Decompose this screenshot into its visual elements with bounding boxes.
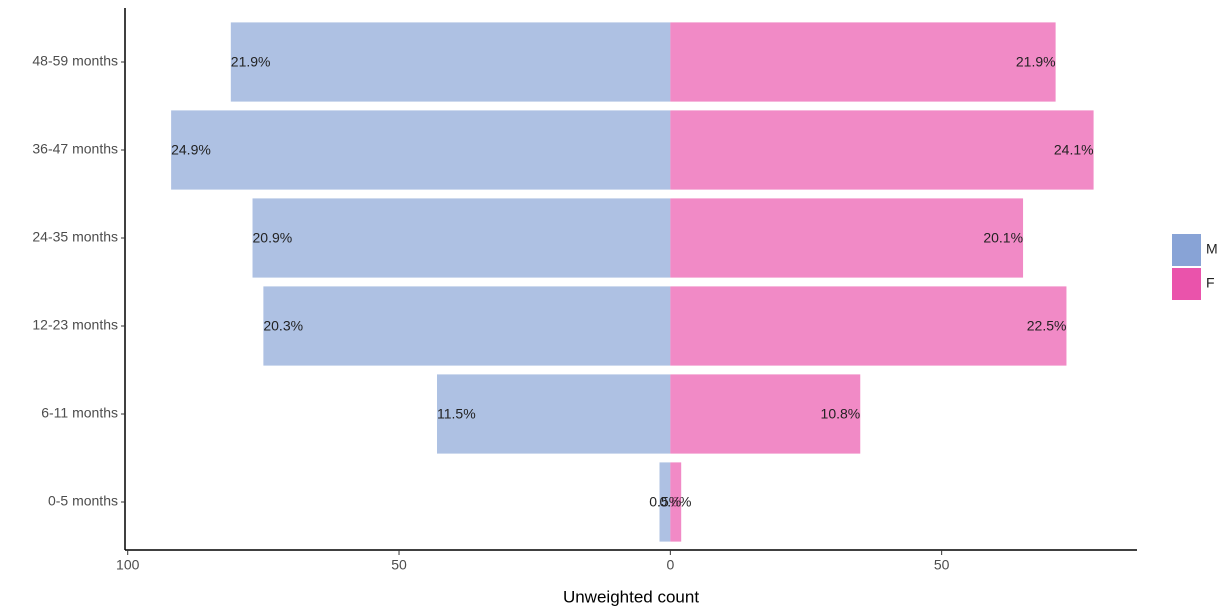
bar	[670, 462, 682, 542]
legend-swatch	[1172, 268, 1201, 300]
y-tick-label: 48-59 months	[32, 53, 118, 69]
bar	[659, 462, 671, 542]
legend-label: F	[1206, 275, 1215, 291]
x-tick-label: 50	[391, 557, 407, 573]
bar	[263, 286, 671, 366]
data-label: 24.9%	[171, 142, 211, 158]
x-tick-label: 0	[666, 557, 674, 573]
data-label: 0.5%	[649, 494, 681, 510]
bar	[670, 198, 1024, 278]
data-label: 20.1%	[983, 230, 1023, 246]
x-axis-title: Unweighted count	[563, 587, 699, 606]
x-tick-label: 100	[116, 557, 140, 573]
bar	[230, 22, 671, 102]
y-tick-label: 6-11 months	[41, 405, 118, 421]
data-label: 20.3%	[263, 318, 303, 334]
data-label: 11.5%	[437, 406, 476, 422]
y-tick-label: 24-35 months	[32, 229, 118, 245]
bar	[437, 374, 671, 454]
data-label: 20.9%	[253, 230, 293, 246]
data-label: 21.9%	[231, 54, 271, 70]
y-tick-label: 36-47 months	[32, 141, 118, 157]
bar	[670, 286, 1067, 366]
y-tick-label: 12-23 months	[32, 317, 118, 333]
data-label: 24.1%	[1054, 142, 1094, 158]
legend-label: M	[1206, 241, 1218, 257]
data-label: 21.9%	[1016, 54, 1056, 70]
x-tick-label: 50	[934, 557, 950, 573]
bar	[252, 198, 671, 278]
y-tick-label: 0-5 months	[48, 493, 118, 509]
bar	[670, 110, 1094, 190]
data-label: 22.5%	[1027, 318, 1067, 334]
data-label: 10.8%	[821, 406, 861, 422]
bar	[670, 374, 861, 454]
bar	[171, 110, 671, 190]
bar	[670, 22, 1056, 102]
legend-swatch	[1172, 234, 1201, 266]
